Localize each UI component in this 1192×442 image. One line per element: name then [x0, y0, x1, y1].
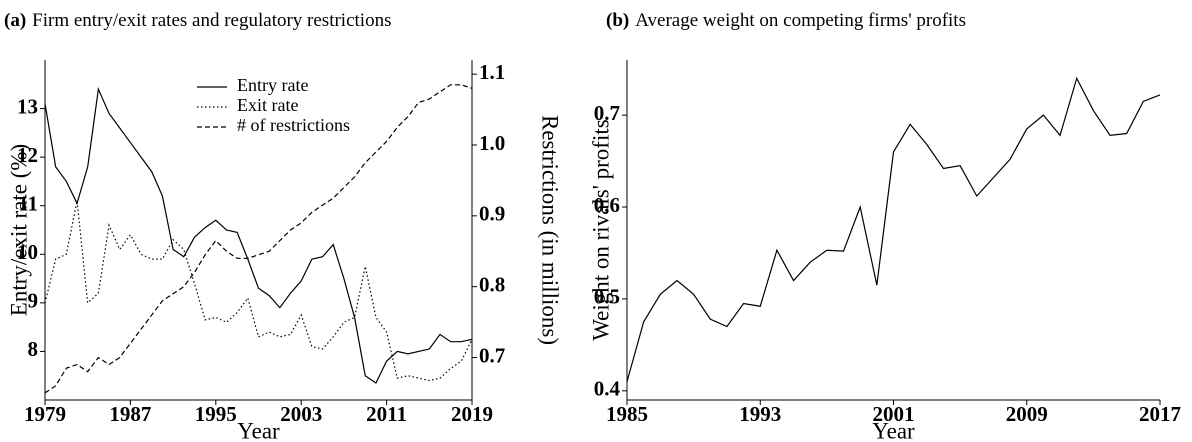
title-text: Firm entry/exit rates and regulatory res… [32, 10, 391, 31]
x-tick-label: 1985 [606, 402, 648, 426]
y-tick-label: 13 [17, 94, 38, 118]
x-tick-label: 2011 [366, 402, 407, 426]
y-tick-label: 0.4 [594, 377, 621, 401]
y-tick-label: 12 [17, 143, 38, 167]
y2-tick-label: 1.0 [479, 131, 505, 155]
y-tick-label: 8 [28, 337, 39, 361]
x-tick-label: 1979 [24, 402, 66, 426]
y2-tick-label: 0.7 [479, 343, 505, 367]
y-tick-label: 11 [18, 192, 38, 216]
x-tick-label: 1995 [195, 402, 237, 426]
x-axis-label: Year [872, 418, 915, 442]
panel-label: (a) [4, 10, 26, 31]
x-tick-label: 2003 [280, 402, 322, 426]
x-tick-label: 2001 [873, 402, 915, 426]
x-tick-label: 1993 [739, 402, 781, 426]
y2-axis-label: Restrictions (in millions) [538, 115, 563, 345]
y-tick-label: 0.6 [594, 193, 620, 217]
y-tick-label: 0.5 [594, 285, 620, 309]
panel-title: (b) Average weight on competing firms' pr… [606, 10, 966, 31]
y-tick-label: 9 [28, 289, 39, 313]
title-text: Average weight on competing firms' profi… [635, 10, 966, 31]
series-line [44, 86, 473, 384]
legend-label: Exit rate [237, 95, 298, 115]
panel-title: (a) Firm entry/exit rates and regulatory … [4, 10, 391, 31]
series-line [44, 84, 473, 394]
series-line [626, 76, 1161, 382]
y2-tick-label: 0.8 [479, 272, 505, 296]
x-tick-label: 2019 [451, 402, 493, 426]
y-axis-label: Entry/exit rate (%) [6, 144, 31, 316]
y-tick-label: 10 [17, 240, 38, 264]
x-axis-label: Year [237, 418, 280, 442]
x-tick-label: 2017 [1139, 402, 1181, 426]
y-tick-label: 0.7 [594, 101, 620, 125]
y-axis-label: Weight on rivals' profits [588, 119, 613, 340]
x-tick-label: 1987 [109, 402, 151, 426]
legend-label: # of restrictions [237, 115, 350, 135]
legend-label: Entry rate [237, 75, 308, 95]
y2-tick-label: 1.1 [479, 60, 505, 84]
y2-tick-label: 0.9 [479, 202, 505, 226]
x-tick-label: 2009 [1006, 402, 1048, 426]
panel-label: (b) [606, 10, 629, 31]
